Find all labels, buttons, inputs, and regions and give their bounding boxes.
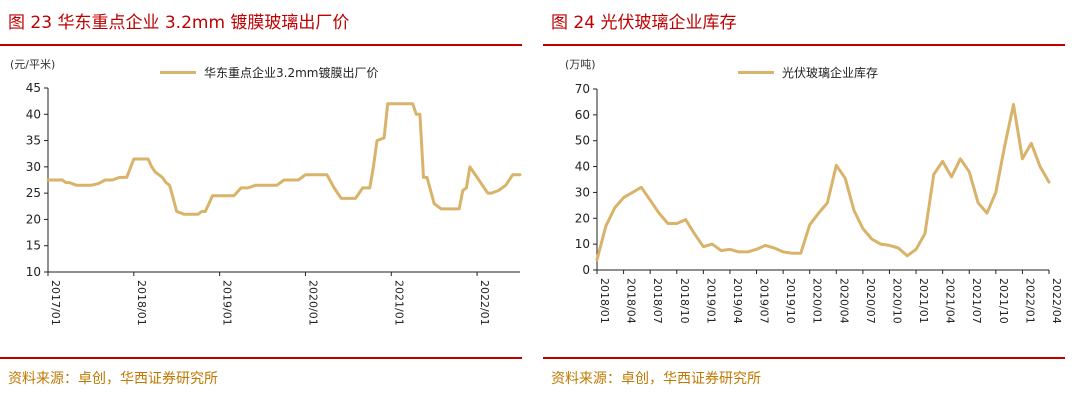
left-y-unit: (元/平米) <box>10 58 56 71</box>
right-x-tick-label: 2019/04 <box>731 278 744 324</box>
left-legend: 华东重点企业3.2mm镀膜出厂价 <box>160 64 378 81</box>
right-x-tick-label: 2018/04 <box>625 278 638 324</box>
left-legend-label: 华东重点企业3.2mm镀膜出厂价 <box>204 66 379 80</box>
right-y-tick-label: 50 <box>575 134 590 148</box>
right-line-chart: 0 10 20 30 40 50 60 70 2018/01 2018/04 2018/07 2018… <box>575 82 1063 324</box>
right-series-line <box>595 103 1051 262</box>
left-x-tick-label: 2019/01 <box>221 280 234 326</box>
right-legend-swatch <box>738 71 774 74</box>
right-x-tick-label: 2018/07 <box>651 278 664 324</box>
right-x-tick-label: 2022/01 <box>1023 278 1036 324</box>
right-y-tick-label: 30 <box>575 185 590 199</box>
left-y-tick-label: 10 <box>26 265 41 279</box>
left-y-tick-label: 15 <box>26 239 41 253</box>
left-x-tick-label: 2017/01 <box>49 280 62 326</box>
left-chart-title: 图 23 华东重点企业 3.2mm 镀膜玻璃出厂价 <box>8 13 350 33</box>
left-legend-swatch <box>160 71 196 74</box>
right-chart-panel: 图 24 光伏玻璃企业库存 (万吨) 光伏玻璃企业库存 0 10 20 30 40 50 6… <box>543 0 1073 400</box>
right-x-tick-label: 2020/07 <box>864 278 877 324</box>
right-x-tick-label: 2021/01 <box>917 278 930 324</box>
right-x-tick-label: 2021/10 <box>997 278 1010 324</box>
right-y-tick-label: 40 <box>575 160 590 174</box>
left-x-tick-label: 2020/01 <box>306 280 319 326</box>
right-x-tick-label: 2019/07 <box>758 278 771 324</box>
right-y-tick-label: 20 <box>575 211 590 225</box>
left-chart-panel: 图 23 华东重点企业 3.2mm 镀膜玻璃出厂价 (元/平米) 华东重点企业3… <box>0 0 530 400</box>
right-x-tick-label: 2020/01 <box>811 278 824 324</box>
left-y-tick-label: 45 <box>26 81 41 95</box>
left-source: 资料来源：卓创，华西证券研究所 <box>8 371 218 387</box>
right-source-rule <box>543 357 1065 359</box>
left-x-tick-label: 2021/01 <box>392 280 405 326</box>
right-chart-title: 图 24 光伏玻璃企业库存 <box>551 13 737 33</box>
right-y-tick-label: 0 <box>582 263 590 277</box>
right-x-tick-label: 2022/04 <box>1050 278 1063 324</box>
right-x-tick-label: 2018/01 <box>598 278 611 324</box>
right-legend-label: 光伏玻璃企业库存 <box>782 66 879 80</box>
right-x-tick-label: 2020/10 <box>890 278 903 324</box>
right-source: 资料来源：卓创，华西证券研究所 <box>551 371 761 387</box>
right-x-tick-label: 2021/04 <box>944 278 957 324</box>
left-y-tick-label: 30 <box>26 160 41 174</box>
right-x-tick-label: 2019/10 <box>784 278 797 324</box>
left-y-tick-label: 35 <box>26 134 41 148</box>
right-x-tick-label: 2021/07 <box>970 278 983 324</box>
left-y-tick-label: 20 <box>26 212 41 226</box>
left-title-rule <box>0 44 522 46</box>
right-title-rule <box>543 44 1065 46</box>
left-x-tick-label: 2018/01 <box>135 280 148 326</box>
left-source-rule <box>0 357 522 359</box>
left-line-chart: 10 15 20 25 30 35 40 45 2017/01 2018/01 2019/01 202… <box>26 81 522 326</box>
left-y-tick-label: 25 <box>26 186 41 200</box>
left-x-tick-label: 2022/01 <box>478 280 491 326</box>
right-legend: 光伏玻璃企业库存 <box>738 64 878 81</box>
right-x-tick-label: 2019/01 <box>704 278 717 324</box>
right-y-tick-label: 70 <box>575 82 590 96</box>
left-series-line <box>46 102 522 216</box>
right-y-tick-label: 10 <box>575 237 590 251</box>
right-y-tick-label: 60 <box>575 108 590 122</box>
right-x-tick-label: 2020/04 <box>837 278 850 324</box>
left-y-tick-label: 40 <box>26 107 41 121</box>
right-x-tick-label: 2018/10 <box>678 278 691 324</box>
right-y-unit: (万吨) <box>565 58 596 71</box>
